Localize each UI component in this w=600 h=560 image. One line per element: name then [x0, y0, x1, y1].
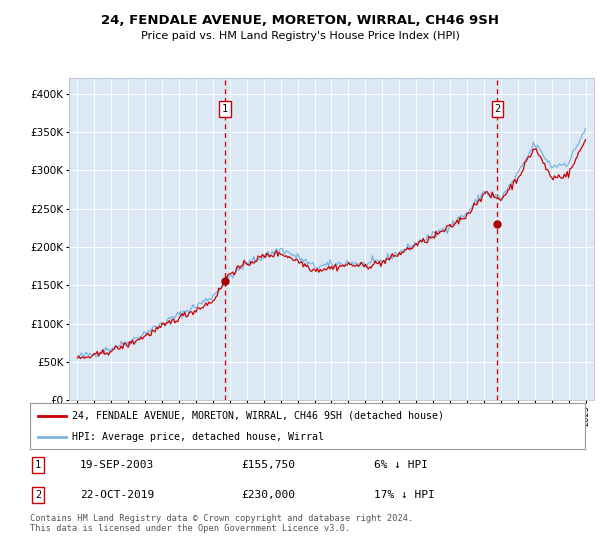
Text: 6% ↓ HPI: 6% ↓ HPI: [374, 460, 428, 470]
Text: HPI: Average price, detached house, Wirral: HPI: Average price, detached house, Wirr…: [71, 432, 323, 442]
Text: 1: 1: [222, 104, 228, 114]
Text: Contains HM Land Registry data © Crown copyright and database right 2024.
This d: Contains HM Land Registry data © Crown c…: [30, 514, 413, 534]
Text: 19-SEP-2003: 19-SEP-2003: [80, 460, 154, 470]
Text: £230,000: £230,000: [241, 490, 295, 500]
Text: Price paid vs. HM Land Registry's House Price Index (HPI): Price paid vs. HM Land Registry's House …: [140, 31, 460, 41]
Text: 1: 1: [35, 460, 41, 470]
Text: 24, FENDALE AVENUE, MORETON, WIRRAL, CH46 9SH (detached house): 24, FENDALE AVENUE, MORETON, WIRRAL, CH4…: [71, 410, 443, 421]
Text: 22-OCT-2019: 22-OCT-2019: [80, 490, 154, 500]
Text: 17% ↓ HPI: 17% ↓ HPI: [374, 490, 435, 500]
Text: £155,750: £155,750: [241, 460, 295, 470]
Text: 2: 2: [35, 490, 41, 500]
Text: 2: 2: [494, 104, 500, 114]
Text: 24, FENDALE AVENUE, MORETON, WIRRAL, CH46 9SH: 24, FENDALE AVENUE, MORETON, WIRRAL, CH4…: [101, 14, 499, 27]
